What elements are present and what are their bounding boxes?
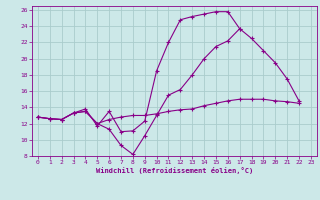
X-axis label: Windchill (Refroidissement éolien,°C): Windchill (Refroidissement éolien,°C) <box>96 167 253 174</box>
